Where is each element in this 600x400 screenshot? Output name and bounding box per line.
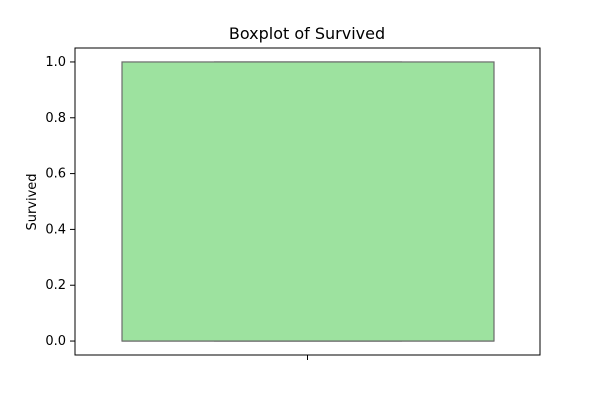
y-tick-label: 1.0 bbox=[45, 55, 66, 70]
y-tick-label: 0.0 bbox=[45, 334, 66, 349]
y-axis: 0.0 0.2 0.4 0.6 0.8 1.0 bbox=[45, 55, 75, 349]
y-tick-label: 0.2 bbox=[45, 278, 66, 293]
y-tick-label: 0.8 bbox=[45, 111, 66, 126]
chart-title: Boxplot of Survived bbox=[229, 24, 385, 43]
y-tick-label: 0.6 bbox=[45, 167, 66, 182]
y-axis-label: Survived bbox=[25, 173, 40, 230]
y-tick-label: 0.4 bbox=[45, 222, 66, 237]
box-layer bbox=[121, 61, 495, 342]
box bbox=[121, 61, 495, 342]
